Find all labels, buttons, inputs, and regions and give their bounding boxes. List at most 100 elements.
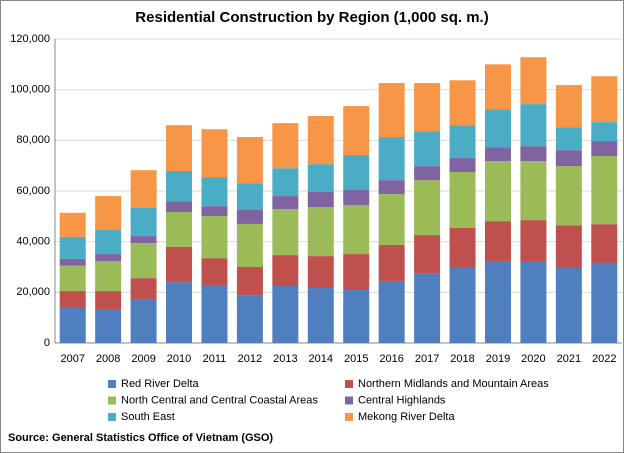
bar-segment — [591, 262, 618, 343]
bar-segment — [591, 156, 618, 225]
bar-segment — [449, 80, 476, 126]
y-tick-label: 120,000 — [10, 33, 50, 45]
bar-segment — [272, 123, 299, 169]
bar-segment — [236, 267, 263, 296]
bar-segment — [414, 166, 441, 181]
bar-segment — [201, 177, 228, 207]
bar-segment — [591, 76, 618, 123]
bar-segment — [130, 298, 157, 343]
bar-segment — [343, 254, 370, 291]
legend-swatch — [108, 380, 116, 388]
bar-segment — [236, 223, 263, 267]
legend-label: Red River Delta — [121, 378, 200, 390]
bar-segment — [555, 225, 582, 267]
y-tick-label: 40,000 — [16, 236, 50, 248]
x-tick-label: 2017 — [415, 353, 439, 365]
bar-segment — [343, 106, 370, 156]
bar-segment — [166, 246, 193, 283]
bar-segment — [307, 116, 334, 165]
bar-segment — [59, 307, 86, 343]
bar-segment — [520, 104, 547, 147]
bar-segment — [484, 261, 511, 343]
bar-segment — [343, 205, 370, 255]
legend-swatch — [108, 413, 116, 421]
x-tick-label: 2013 — [273, 353, 297, 365]
bar-segment — [201, 216, 228, 259]
bar-segment — [449, 267, 476, 343]
bar-segment — [414, 273, 441, 343]
bar-segment — [272, 168, 299, 197]
bar-segment — [95, 291, 122, 310]
x-tick-label: 2019 — [486, 353, 510, 365]
bar-segment — [272, 286, 299, 343]
x-tick-label: 2021 — [557, 353, 581, 365]
bar-segment — [520, 220, 547, 262]
y-tick-label: 80,000 — [16, 134, 50, 146]
bar-segment — [591, 224, 618, 263]
bar-segment — [59, 212, 86, 237]
bar-segment — [59, 291, 86, 308]
x-tick-label: 2011 — [203, 353, 227, 365]
bar-segment — [343, 290, 370, 343]
bar-segment — [236, 210, 263, 224]
chart-title: Residential Construction by Region (1,00… — [135, 9, 488, 26]
bar-segment — [166, 170, 193, 202]
bar-segment — [272, 208, 299, 256]
x-tick-label: 2022 — [592, 353, 616, 365]
bar-segment — [59, 258, 86, 266]
bar-segment — [378, 137, 405, 181]
bar-segment — [555, 150, 582, 167]
y-tick-label: 20,000 — [16, 286, 50, 298]
bar-segment — [343, 155, 370, 190]
bar-segment — [449, 158, 476, 172]
bar-segment — [272, 255, 299, 286]
legend-swatch — [345, 396, 353, 405]
bar-segment — [236, 183, 263, 210]
x-tick-label: 2012 — [238, 353, 262, 365]
bar-segment — [378, 83, 405, 138]
y-tick-label: 100,000 — [10, 84, 50, 96]
bar-segment — [59, 265, 86, 292]
x-tick-label: 2010 — [167, 353, 191, 365]
bar-segment — [591, 141, 618, 157]
bar-segment — [166, 282, 193, 343]
bar-segment — [201, 258, 228, 285]
bar-segment — [272, 196, 299, 209]
legend-label: North Central and Central Coastal Areas — [121, 394, 318, 406]
bar-segment — [555, 166, 582, 226]
bar-segment — [307, 207, 334, 257]
bar-segment — [449, 227, 476, 267]
source-note: Source: General Statistics Office of Vie… — [8, 432, 273, 444]
bar-segment — [95, 230, 122, 255]
bar-segment — [484, 109, 511, 148]
bar-segment — [95, 196, 122, 231]
bar-segment — [95, 309, 122, 343]
bar-segment — [307, 288, 334, 343]
bar-segment — [307, 192, 334, 208]
bar-segment — [130, 207, 157, 237]
bar-segment — [343, 189, 370, 206]
legend-swatch — [345, 413, 353, 421]
bar-segment — [520, 146, 547, 162]
legend-swatch — [345, 380, 353, 388]
x-tick-label: 2007 — [60, 353, 84, 365]
bar-segment — [484, 64, 511, 110]
bar-segment — [236, 295, 263, 343]
bar-segment — [95, 254, 122, 262]
bar-segment — [555, 127, 582, 151]
bar-segment — [520, 261, 547, 343]
x-tick-label: 2009 — [131, 353, 155, 365]
y-tick-label: 0 — [44, 337, 50, 349]
bar-segment — [201, 284, 228, 343]
bar-segment — [484, 161, 511, 222]
bar-segment — [484, 147, 511, 162]
legend-label: South East — [121, 411, 175, 423]
bar-segment — [520, 57, 547, 105]
bar-segment — [130, 170, 157, 208]
bar-segment — [414, 131, 441, 167]
bar-segment — [555, 85, 582, 128]
bar-segment — [130, 243, 157, 279]
bar-segment — [201, 206, 228, 217]
bar-segment — [95, 261, 122, 292]
